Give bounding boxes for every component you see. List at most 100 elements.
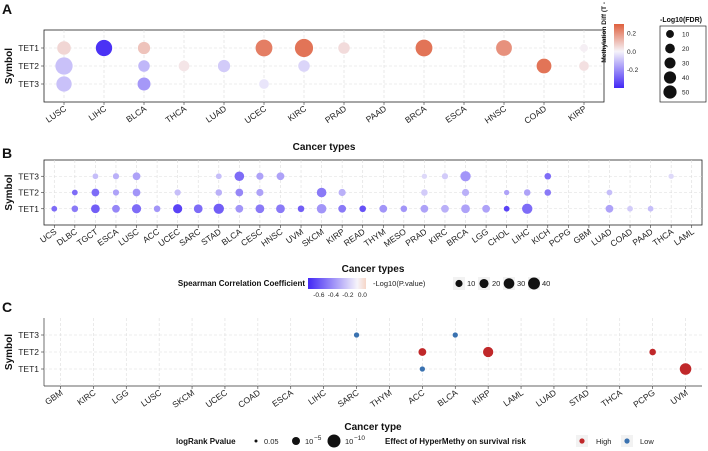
panel-b-point-TET1-DLBC xyxy=(71,205,79,213)
panel-b-point-TET1-COAD xyxy=(627,205,633,212)
panel-b-colorbar-tick: 0.0 xyxy=(358,292,367,299)
panel-b-x-tick-label: CESC xyxy=(239,226,264,248)
panel-b-point-TET1-TGCT xyxy=(91,204,100,214)
panel-b-colorbar-tick: -0.4 xyxy=(328,292,340,299)
panel-b-x-tick-label: PCPG xyxy=(547,226,572,248)
panel-a-size-legend-label: 20 xyxy=(682,46,690,53)
panel-a-size-legend-dot xyxy=(665,43,675,54)
panel-c-point-TET2-PCPG xyxy=(649,348,656,356)
panel-a-y-tick-label: TET3 xyxy=(18,79,39,89)
panel-b-point-TET2-PRAD xyxy=(421,189,428,196)
panel-b-point-TET3-TGCT xyxy=(92,173,99,180)
panel-b-point-TET1-READ xyxy=(359,205,367,213)
panel-b-x-tick-label: CHOL xyxy=(486,226,511,248)
panel-a-size-legend-dot xyxy=(664,57,676,69)
panel-b-x-tick-label: PRAD xyxy=(403,226,428,248)
panel-b-point-TET3-PRAD xyxy=(421,173,428,179)
panel-c-size-legend-label: 10 xyxy=(345,437,353,446)
panel-c-label: C xyxy=(2,299,12,315)
panel-b-x-tick-label: LAML xyxy=(672,226,696,247)
panel-c-x-tick-label: ESCA xyxy=(270,387,295,409)
panel-c-point-TET3-SARC xyxy=(353,332,360,338)
panel-b-x-tick-label: COAD xyxy=(608,226,634,248)
panel-c-x-tick-label: PCPG xyxy=(631,387,656,409)
panel-b-point-TET1-LUSC xyxy=(131,204,142,214)
panel-b-point-TET1-ACC xyxy=(153,205,161,213)
panel-a-point-TET3-BLCA xyxy=(137,77,151,91)
panel-b-size-legend-label: 20 xyxy=(492,279,500,288)
panel-b-x-tick-label: TGCT xyxy=(75,226,100,247)
panel-c-x-tick-label: SARC xyxy=(336,387,361,409)
panel-c-size-legend-dot xyxy=(292,437,300,445)
panel-c-x-tick-label: THYM xyxy=(368,387,393,409)
panel-b-point-TET2-DLBC xyxy=(71,189,78,196)
panel-a-size-legend-label: 40 xyxy=(682,75,690,82)
panel-b-y-tick-label: TET3 xyxy=(18,171,39,181)
panel-c-x-tick-label: UCEC xyxy=(204,387,229,409)
panel-a-colorbar xyxy=(614,24,624,88)
panel-c-x-tick-label: UVM xyxy=(668,387,689,406)
panel-a-x-tick-label: LUAD xyxy=(204,103,228,124)
panel-b-x-tick-label: GBM xyxy=(571,226,593,245)
panel-b-point-TET1-LUAD xyxy=(605,204,614,213)
panel-b-point-TET2-UCEC xyxy=(174,189,181,196)
panel-a-x-tick-label: UCEC xyxy=(243,103,268,125)
panel-c-x-tick-label: BLCA xyxy=(435,387,459,408)
panel-b-y-axis-title: Symbol xyxy=(4,174,15,210)
panel-a-colorbar-tick: 0.2 xyxy=(627,31,636,38)
panel-c-x-tick-label: KIRC xyxy=(75,387,97,407)
panel-a-size-legend-title: -Log10(FDR) xyxy=(660,17,702,24)
panel-b-point-TET1-THYM xyxy=(379,204,388,213)
panel-a-y-tick-label: TET2 xyxy=(18,61,39,71)
panel-c-x-tick-label: SKCM xyxy=(170,387,196,409)
panel-a-point-TET1-KIRP xyxy=(580,44,588,52)
panel-a-size-legend-dot xyxy=(663,85,677,99)
panel-b-x-tick-label: BLCA xyxy=(220,226,244,247)
panel-a-x-tick-label: BLCA xyxy=(124,103,148,124)
panel-a-y-axis-title: Symbol xyxy=(4,48,15,84)
panel-b-x-tick-label: DLBC xyxy=(55,226,79,247)
panel-b-size-legend-label: 40 xyxy=(542,279,550,288)
panel-b-point-TET1-BRCA xyxy=(461,204,470,214)
panel-a-size-legend-label: 50 xyxy=(682,90,690,97)
panel-c-x-tick-label: LUAD xyxy=(534,387,558,408)
panel-b-x-tick-label: THCA xyxy=(651,226,676,248)
panel-b-colorbar-tick: -0.6 xyxy=(313,292,325,299)
panel-c-y-tick-label: TET1 xyxy=(18,364,39,374)
panel-b-x-tick-label: SKCM xyxy=(300,226,326,248)
panel-b-x-tick-label: BRCA xyxy=(445,226,470,248)
panel-a-point-TET1-LUSC xyxy=(57,41,71,55)
panel-c-size-legend-exp: −5 xyxy=(314,435,322,442)
panel-b-point-TET1-KIRP xyxy=(338,204,347,213)
panel-b-point-TET3-BLCA xyxy=(234,171,245,182)
panel-c-size-legend-exp: −10 xyxy=(354,435,365,442)
panel-b-point-TET2-STAD xyxy=(215,189,223,196)
panel-a-point-TET2-THCA xyxy=(178,60,190,72)
panel-b-point-TET3-BRCA xyxy=(460,171,471,182)
panel-c-size-legend-label: 10 xyxy=(305,437,313,446)
panel-c-point-TET1-ACC xyxy=(419,366,426,372)
panel-c-color-legend-label: Low xyxy=(640,437,654,446)
panel-c-y-tick-label: TET3 xyxy=(18,330,39,340)
panel-a-point-TET1-LIHC xyxy=(95,39,113,57)
panel-b-point-TET2-BLCA xyxy=(235,188,244,197)
panel-c-point-TET2-ACC xyxy=(418,348,427,356)
panel-b-size-legend-dot xyxy=(455,279,463,288)
panel-b-point-TET2-KIRP xyxy=(338,188,346,197)
panel-b-point-TET1-STAD xyxy=(213,203,224,214)
panel-a-size-legend-dot xyxy=(663,71,677,84)
panel-b-x-tick-label: READ xyxy=(342,226,367,248)
panel-b-point-TET1-LGG xyxy=(482,204,490,213)
panel-a-point-TET2-KIRC xyxy=(298,60,310,72)
panel-a-point-TET1-HNSC xyxy=(496,40,512,56)
panel-c-point-TET3-BLCA xyxy=(452,332,458,338)
panel-a-x-tick-label: KIRP xyxy=(566,103,588,123)
panel-c-size-legend-dot xyxy=(254,439,258,443)
panel-b-size-legend-dot xyxy=(503,278,515,289)
panel-b-plot-area xyxy=(43,159,703,226)
panel-b-size-legend-label: 30 xyxy=(517,279,525,288)
panel-b-size-legend-title: -Log10(P.value) xyxy=(373,279,426,288)
panel-b-point-TET1-HNSC xyxy=(276,204,285,214)
